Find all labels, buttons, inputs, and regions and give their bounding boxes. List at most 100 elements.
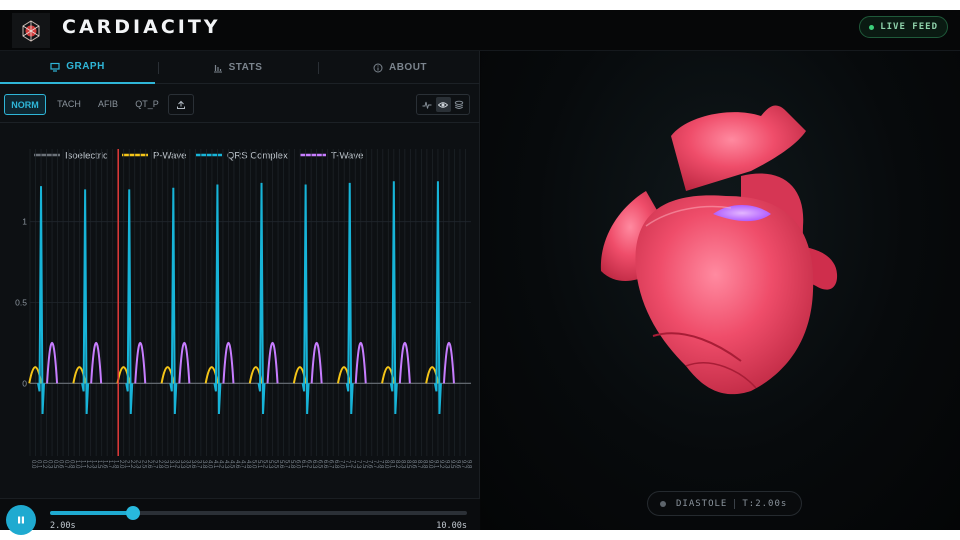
timeline-slider[interactable] bbox=[50, 506, 467, 520]
eye-icon bbox=[438, 101, 448, 108]
x-tick-label: 7.3 bbox=[355, 460, 361, 469]
graph-panel: GRAPH STATS ABOUT NORM TACH AFIB QT_P bbox=[0, 51, 480, 535]
tab-about-label: ABOUT bbox=[388, 62, 428, 73]
t-wave bbox=[46, 342, 59, 384]
y-tick-label: 0.5 bbox=[15, 298, 27, 308]
x-tick-label: 7.0 bbox=[339, 460, 345, 469]
x-tick-label: 9.8 bbox=[465, 460, 471, 469]
phase-time: T:2.00s bbox=[742, 498, 788, 509]
x-tick-label: 1.7 bbox=[107, 460, 113, 469]
qrs-complex bbox=[301, 184, 310, 415]
x-tick-label: 6.0 bbox=[295, 460, 301, 469]
x-tick-label: 2.6 bbox=[146, 460, 152, 469]
x-tick-label: 3.0 bbox=[162, 460, 168, 469]
phase-label: DIASTOLE bbox=[676, 498, 728, 509]
mode-qtp-button[interactable]: QT_P bbox=[135, 99, 159, 109]
tab-stats[interactable]: STATS bbox=[160, 51, 315, 84]
x-tick-label: 8.1 bbox=[388, 460, 394, 469]
t-wave bbox=[354, 342, 367, 384]
export-button[interactable] bbox=[168, 94, 194, 115]
qrs-complex bbox=[213, 184, 222, 415]
x-tick-label: 0.0 bbox=[30, 460, 36, 469]
x-tick-label: 7.7 bbox=[372, 460, 378, 469]
x-tick-label: 0.8 bbox=[69, 460, 75, 469]
x-tick-label: 9.0 bbox=[427, 460, 433, 469]
mode-toolbar: NORM TACH AFIB QT_P bbox=[0, 85, 480, 123]
pause-button[interactable] bbox=[6, 505, 36, 535]
x-tick-label: 5.5 bbox=[273, 460, 279, 469]
qrs-complex bbox=[37, 186, 46, 415]
y-tick-label: 0 bbox=[22, 378, 27, 388]
tab-graph[interactable]: GRAPH bbox=[0, 51, 155, 84]
x-tick-label: 5.8 bbox=[289, 460, 295, 469]
mode-norm-button[interactable]: NORM bbox=[4, 94, 46, 115]
x-tick-label: 9.2 bbox=[438, 460, 444, 469]
t-wave bbox=[310, 342, 323, 384]
x-tick-label: 5.1 bbox=[256, 460, 262, 469]
tab-divider bbox=[158, 62, 159, 74]
tab-graph-label: GRAPH bbox=[66, 61, 105, 72]
x-tick-label: 3.7 bbox=[195, 460, 201, 469]
timeline-progress bbox=[50, 511, 134, 515]
x-tick-label: 5.6 bbox=[278, 460, 284, 469]
info-icon bbox=[373, 63, 383, 72]
view-toggle-group bbox=[416, 94, 470, 115]
x-tick-label: 2.3 bbox=[135, 460, 141, 469]
x-tick-label: 4.2 bbox=[217, 460, 223, 469]
x-tick-label: 6.2 bbox=[306, 460, 312, 469]
x-tick-label: 3.6 bbox=[190, 460, 196, 469]
x-tick-label: 8.6 bbox=[410, 460, 416, 469]
pause-icon bbox=[18, 516, 24, 524]
mode-tach-button[interactable]: TACH bbox=[57, 99, 81, 109]
x-tick-label: 5.0 bbox=[251, 460, 257, 469]
y-axis-ticks: 00.51 bbox=[15, 217, 27, 389]
waveform-view-button[interactable] bbox=[420, 97, 435, 112]
legend-label: QRS Complex bbox=[227, 151, 288, 162]
eye-view-button[interactable] bbox=[435, 97, 451, 112]
x-tick-label: 6.6 bbox=[322, 460, 328, 469]
x-tick-label: 5.3 bbox=[267, 460, 273, 469]
x-tick-label: 0.2 bbox=[41, 460, 47, 469]
ventricles bbox=[635, 195, 814, 395]
x-tick-label: 0.5 bbox=[52, 460, 58, 469]
x-tick-label: 9.3 bbox=[443, 460, 449, 469]
x-tick-label: 6.5 bbox=[317, 460, 323, 469]
t-wave bbox=[90, 342, 103, 384]
current-time-label: 2.00s bbox=[50, 521, 76, 531]
legend-label: T-Wave bbox=[331, 151, 363, 162]
qrs-complex bbox=[81, 189, 90, 415]
qrs-complex bbox=[389, 181, 398, 415]
x-axis-ticks: 0.0 0.1 0.2 0.3 0.5 0.6 0.7 0.8 1.0 1.1 1.2 1.3 1.5 1… bbox=[30, 460, 471, 469]
septum-fold bbox=[652, 332, 742, 362]
heart-viewport[interactable]: DIASTOLE T:2.00s bbox=[481, 51, 960, 530]
chart-series bbox=[28, 149, 471, 456]
x-tick-label: 2.2 bbox=[129, 460, 135, 469]
qrs-complex bbox=[169, 187, 178, 415]
x-tick-label: 1.6 bbox=[102, 460, 108, 469]
x-tick-label: 2.0 bbox=[118, 460, 124, 469]
qrs-complex bbox=[433, 181, 442, 415]
live-feed-label: LIVE FEED bbox=[880, 22, 938, 32]
x-tick-label: 1.8 bbox=[113, 460, 119, 469]
live-feed-badge[interactable]: LIVE FEED bbox=[859, 16, 948, 38]
x-tick-label: 4.5 bbox=[228, 460, 234, 469]
heart-model[interactable] bbox=[591, 96, 851, 396]
x-tick-label: 4.6 bbox=[234, 460, 240, 469]
tab-about[interactable]: ABOUT bbox=[320, 51, 480, 84]
x-tick-label: 6.8 bbox=[333, 460, 339, 469]
x-tick-label: 1.1 bbox=[80, 460, 86, 469]
x-tick-label: 6.1 bbox=[300, 460, 306, 469]
atrium-rim bbox=[645, 205, 732, 227]
x-tick-label: 0.1 bbox=[36, 460, 42, 469]
x-tick-label: 8.0 bbox=[383, 460, 389, 469]
legend-label: Isoelectric bbox=[65, 151, 108, 162]
timeline-thumb[interactable] bbox=[126, 506, 141, 520]
x-tick-label: 0.6 bbox=[58, 460, 64, 469]
x-tick-label: 5.2 bbox=[262, 460, 268, 469]
legend-label: P-Wave bbox=[153, 151, 186, 162]
mode-afib-button[interactable]: AFIB bbox=[97, 99, 118, 109]
layers-view-button[interactable] bbox=[452, 97, 467, 112]
monitor-icon bbox=[50, 62, 60, 72]
playback-bar: 2.00s 10.00s bbox=[0, 498, 480, 535]
tab-bar: GRAPH STATS ABOUT bbox=[0, 51, 480, 84]
